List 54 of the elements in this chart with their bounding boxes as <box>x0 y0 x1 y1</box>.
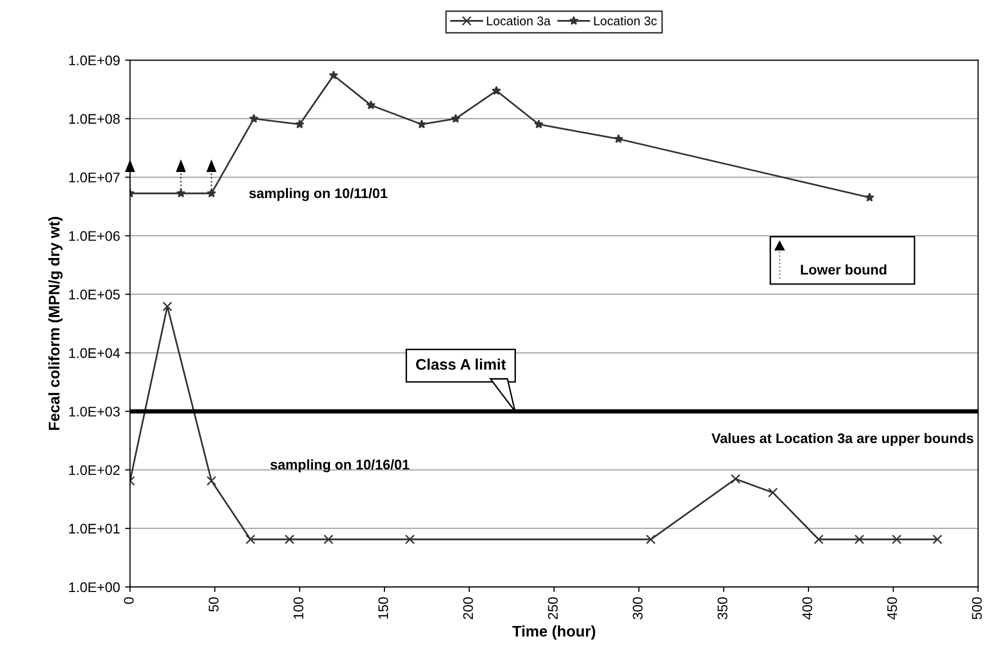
x-axis-title: Time (hour) <box>512 625 596 640</box>
y-tick-label: 1.0E+09 <box>69 55 120 66</box>
point <box>730 474 740 484</box>
annotation: sampling on 10/11/01 <box>249 188 388 201</box>
point <box>162 302 172 312</box>
y-tick-label: 1.0E+01 <box>69 524 120 534</box>
point <box>534 119 544 128</box>
point <box>417 119 426 128</box>
x-tick-label: 300 <box>632 597 643 620</box>
point <box>768 488 778 498</box>
point <box>328 70 338 80</box>
x-tick-label: 0 <box>124 597 134 604</box>
y-tick-label: 1.0E+06 <box>69 231 120 241</box>
y-tick-label: 1.0E+02 <box>69 465 120 476</box>
legend-label: Location 3a <box>487 16 551 26</box>
y-tick-label: 1.0E+07 <box>69 172 120 182</box>
annotation: Lower bound <box>800 264 886 275</box>
y-tick-label: 1.0E+05 <box>69 290 120 300</box>
point <box>206 476 216 486</box>
x-tick-label: 500 <box>972 597 982 620</box>
x-tick-label: 100 <box>294 597 304 619</box>
point <box>932 534 942 544</box>
x-tick-label: 400 <box>802 597 812 620</box>
point <box>892 534 902 544</box>
point <box>246 534 256 544</box>
point <box>864 192 874 202</box>
annotation: sampling on 10/16/01 <box>270 459 410 472</box>
y-tick-label: 1.0E+04 <box>69 348 120 358</box>
annotation: Values at Location 3a are upper bounds <box>712 432 974 446</box>
point <box>451 114 460 123</box>
point <box>294 119 304 128</box>
point <box>814 534 824 544</box>
y-tick-label: 1.0E+08 <box>69 114 120 124</box>
point <box>284 534 294 544</box>
x-tick-label: 350 <box>718 597 728 620</box>
y-tick-label: 1.0E+03 <box>69 406 120 417</box>
point <box>854 534 864 544</box>
x-tick-label: 250 <box>548 597 558 620</box>
point <box>492 86 502 95</box>
point <box>206 188 216 198</box>
point <box>614 134 624 144</box>
y-axis-title: Fecal coliform (MPN/g dry wt) <box>48 216 63 430</box>
x-tick-label: 450 <box>887 597 898 620</box>
point <box>646 534 656 544</box>
point <box>366 100 376 110</box>
legend-label: Location 3c <box>594 16 657 26</box>
x-tick-label: 50 <box>208 597 219 612</box>
x-tick-label: 200 <box>463 597 473 620</box>
ref-line-label: Class A limit <box>416 358 506 370</box>
point <box>249 114 258 123</box>
point <box>324 534 334 544</box>
x-tick-label: 150 <box>378 597 388 619</box>
y-tick-label: 1.0E+00 <box>69 582 120 592</box>
point <box>405 534 415 544</box>
